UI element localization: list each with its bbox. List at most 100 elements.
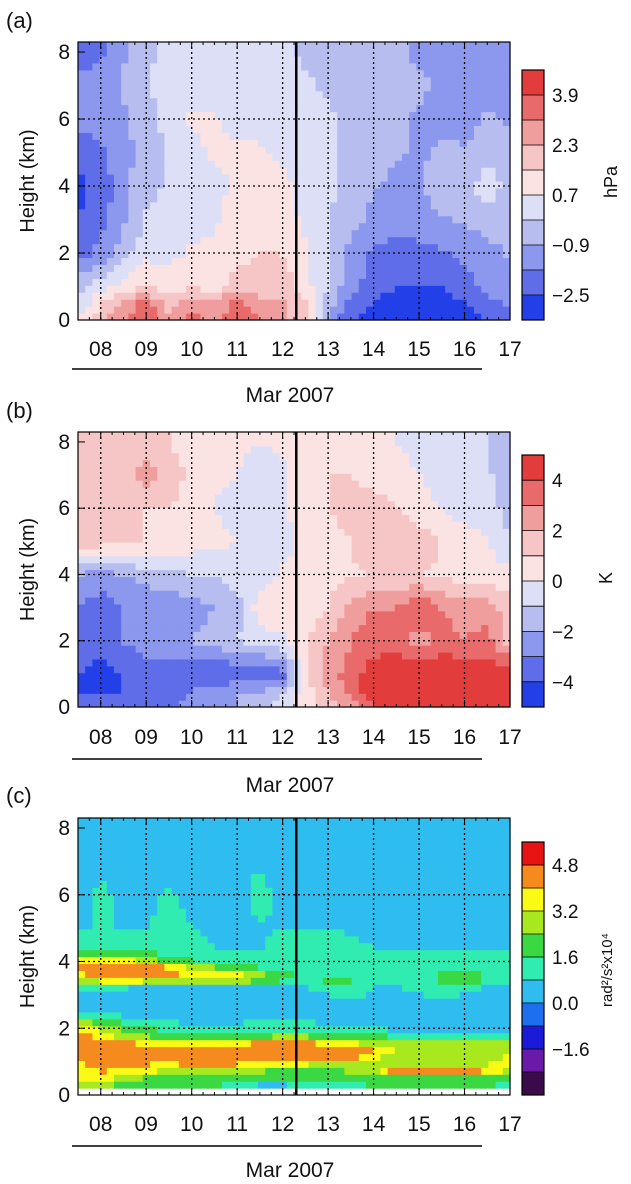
- heatmap-cell: [322, 118, 331, 126]
- heatmap-cell: [286, 466, 295, 474]
- heatmap-cell: [243, 569, 252, 577]
- heatmap-cell: [466, 313, 475, 321]
- heatmap-cell: [301, 118, 309, 126]
- heatmap-cell: [358, 617, 367, 626]
- heatmap-cell: [78, 146, 86, 154]
- heatmap-cell: [466, 187, 475, 196]
- heatmap-cell: [488, 686, 497, 694]
- heatmap-cell: [330, 562, 338, 571]
- heatmap-cell: [272, 48, 281, 57]
- heatmap-cell: [344, 285, 353, 293]
- heatmap-cell: [135, 672, 144, 681]
- heatmap-cell: [402, 215, 410, 224]
- heatmap-cell: [438, 69, 446, 78]
- heatmap-cell: [438, 562, 446, 571]
- heatmap-cell: [186, 194, 194, 203]
- heatmap-cell: [402, 438, 410, 447]
- heatmap-cell: [373, 631, 381, 639]
- heatmap-cell: [193, 264, 201, 272]
- heatmap-cell: [337, 542, 345, 550]
- heatmap-cell: [495, 658, 504, 667]
- heatmap-cell: [265, 299, 273, 307]
- heatmap-cell: [92, 139, 101, 147]
- heatmap-cell: [229, 125, 237, 133]
- heatmap-cell: [351, 187, 360, 196]
- heatmap-cell: [150, 432, 158, 440]
- heatmap-cell: [265, 500, 273, 509]
- heatmap-cell: [114, 299, 122, 307]
- heatmap-cell: [157, 514, 165, 522]
- heatmap-cell: [495, 432, 504, 440]
- heatmap-cell: [394, 480, 403, 488]
- heatmap-cell: [351, 278, 360, 286]
- heatmap-cell: [207, 313, 216, 321]
- heatmap-cell: [207, 658, 216, 667]
- heatmap-cell: [186, 487, 194, 495]
- heatmap-cell: [279, 174, 288, 182]
- heatmap-cell: [92, 153, 101, 161]
- heatmap-cell: [387, 583, 396, 591]
- heatmap-cell: [222, 306, 230, 314]
- heatmap-cell: [99, 208, 108, 217]
- heatmap-cell: [387, 215, 396, 224]
- heatmap-cell: [337, 535, 345, 543]
- heatmap-cell: [128, 638, 137, 646]
- heatmap-cell: [279, 631, 288, 639]
- heatmap-cell: [474, 299, 482, 307]
- heatmap-cell: [214, 624, 223, 632]
- heatmap-cell: [430, 194, 439, 203]
- heatmap-cell: [229, 97, 237, 106]
- heatmap-cell: [366, 118, 374, 126]
- heatmap-cell: [474, 521, 482, 529]
- heatmap-cell: [294, 271, 302, 279]
- heatmap-cell: [150, 542, 158, 550]
- heatmap-cell: [474, 528, 482, 536]
- heatmap-cell: [164, 624, 173, 632]
- heatmap-cell: [135, 576, 144, 584]
- heatmap-cell: [294, 645, 302, 653]
- heatmap-cell: [466, 153, 475, 161]
- heatmap-cell: [308, 507, 317, 516]
- heatmap-cell: [279, 139, 288, 147]
- heatmap-cell: [243, 271, 252, 279]
- heatmap-cell: [164, 679, 173, 687]
- heatmap-cell: [387, 693, 396, 701]
- heatmap-cell: [452, 257, 461, 265]
- heatmap-cell: [308, 243, 317, 252]
- heatmap-cell: [200, 487, 209, 495]
- colorbar-frame: [521, 69, 545, 321]
- heatmap-cell: [402, 174, 410, 182]
- heatmap-cell: [387, 222, 396, 231]
- heatmap-cell: [243, 438, 252, 447]
- heatmap-cell: [402, 617, 410, 626]
- heatmap-cell: [402, 299, 410, 307]
- heatmap-cell: [222, 236, 230, 245]
- heatmap-cell: [207, 243, 216, 252]
- heatmap-cell: [85, 250, 93, 259]
- heatmap-cell: [322, 90, 331, 99]
- heatmap-cell: [423, 285, 432, 293]
- heatmap-cell: [85, 292, 93, 300]
- heatmap-cell: [301, 631, 309, 639]
- heatmap-cell: [438, 658, 446, 667]
- heatmap-cell: [121, 603, 129, 612]
- heatmap-cell: [466, 139, 475, 147]
- heatmap-cell: [438, 535, 446, 543]
- heatmap-cell: [236, 466, 245, 474]
- heatmap-cell: [78, 514, 86, 522]
- heatmap-cell: [186, 500, 194, 509]
- heatmap-cell: [502, 215, 511, 224]
- heatmap-cell: [416, 493, 425, 502]
- heatmap-cell: [366, 665, 374, 674]
- heatmap-cell: [250, 521, 259, 529]
- heatmap-cell: [488, 125, 497, 133]
- heatmap-cell: [474, 603, 482, 612]
- heatmap-cell: [315, 473, 324, 481]
- heatmap-cell: [222, 569, 230, 577]
- heatmap-cell: [99, 700, 108, 708]
- heatmap-cell: [186, 672, 194, 681]
- heatmap-cell: [229, 208, 237, 217]
- heatmap-cell: [236, 528, 245, 536]
- heatmap-cell: [92, 542, 101, 550]
- heatmap-cell: [171, 459, 180, 467]
